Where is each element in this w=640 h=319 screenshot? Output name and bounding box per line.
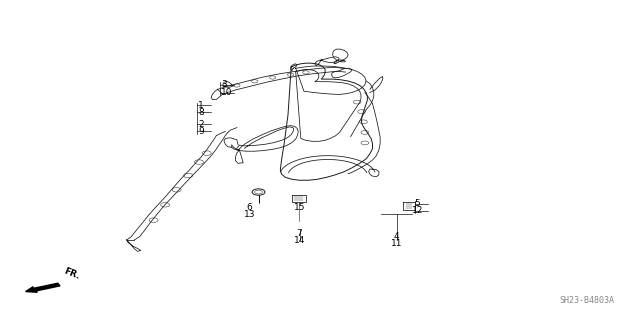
Text: 13: 13 bbox=[244, 210, 255, 219]
Text: 4: 4 bbox=[394, 232, 399, 241]
Text: 11: 11 bbox=[391, 239, 403, 248]
Text: FR.: FR. bbox=[62, 267, 81, 281]
Text: 14: 14 bbox=[294, 236, 305, 245]
Text: 9: 9 bbox=[198, 127, 204, 136]
Text: 2: 2 bbox=[198, 120, 204, 129]
Text: 10: 10 bbox=[221, 88, 232, 97]
Text: 7: 7 bbox=[297, 229, 302, 238]
Text: 12: 12 bbox=[412, 206, 423, 215]
FancyArrow shape bbox=[26, 283, 60, 292]
Text: 8: 8 bbox=[198, 108, 204, 117]
Text: 3: 3 bbox=[221, 80, 227, 89]
Text: 5: 5 bbox=[415, 199, 420, 208]
Text: SH23-B4803A: SH23-B4803A bbox=[559, 296, 614, 305]
Text: 1: 1 bbox=[198, 101, 204, 110]
Text: 6: 6 bbox=[247, 203, 252, 212]
Text: 15: 15 bbox=[294, 203, 305, 212]
